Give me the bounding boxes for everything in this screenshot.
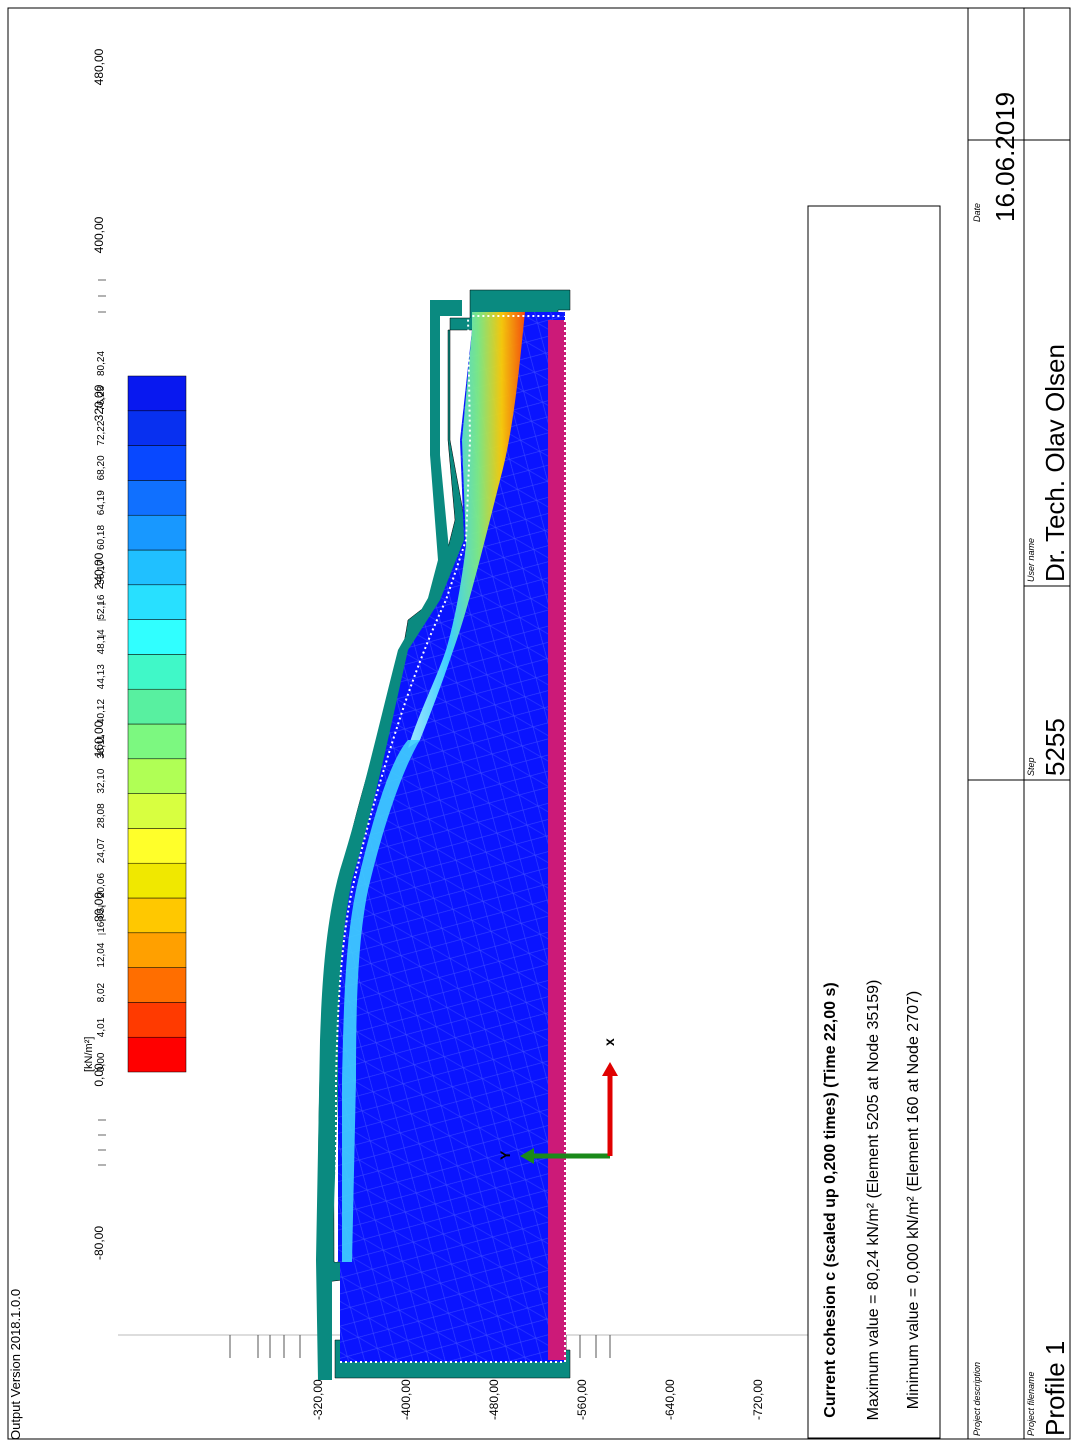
legend-value: 60,18 <box>96 525 107 550</box>
legend-value: 16,05 <box>96 907 107 932</box>
legend-value: 52,16 <box>96 594 107 619</box>
legend-swatch <box>127 723 187 760</box>
x-axis-ticks: -80,00 0,00 80,00 160,00 240,00 320,00 400,00 4… <box>92 48 106 1260</box>
legend-swatch <box>127 758 187 794</box>
legend-value: 56,17 <box>96 559 107 584</box>
project-filename: Profile 1 <box>1040 1341 1070 1436</box>
project-description-label: Project description <box>972 1362 982 1436</box>
legend-value: 20,06 <box>96 873 107 898</box>
title-block: Project description Project filename Pro… <box>967 7 1070 1439</box>
x-tick-label: 80,00 <box>92 892 106 922</box>
legend-value: 24,07 <box>96 838 107 863</box>
project-filename-label: Project filename <box>1026 1371 1036 1436</box>
legend-color-bar <box>127 375 187 1073</box>
legend-value: 80,24 <box>96 351 107 376</box>
max-value-line: Maximum value = 80,24 kN/m² (Element 520… <box>865 980 882 1421</box>
legend-swatch <box>127 932 187 968</box>
y-tick-label: -400,00 <box>399 1379 413 1420</box>
legend-swatch <box>127 514 187 551</box>
x-tick-label: -80,00 <box>92 1226 106 1260</box>
x-tick-label: 0,00 <box>92 1063 106 1087</box>
legend-value: 48,14 <box>96 629 107 654</box>
base-boundary <box>548 320 566 1360</box>
legend-swatch <box>127 619 187 655</box>
legend-swatch <box>127 862 187 899</box>
legend-value: 8,02 <box>96 982 107 1002</box>
step-label: Step <box>1026 757 1036 776</box>
version-label: Output Version 2018.1.0.0 <box>8 1289 23 1440</box>
legend-value: 72,22 <box>96 420 107 445</box>
sheet-border <box>7 7 1071 1440</box>
y-axis-label: Y <box>497 1150 513 1160</box>
axes-indicator: Y x <box>497 1038 618 1164</box>
legend-value: 4,01 <box>96 1017 107 1037</box>
surface-interface <box>335 315 566 1363</box>
date-label: Date <box>972 203 982 222</box>
legend-swatch <box>127 1036 187 1073</box>
color-legend: 80,24 76,23 72,22 68,20 64,19 60,18 56,17 52,16… <box>83 351 187 1073</box>
y-tick-label: -480,00 <box>487 1379 501 1420</box>
legend-unit: [kN/m²] <box>83 1037 95 1072</box>
legend-swatch <box>127 793 187 829</box>
legend-value: 0,00 <box>96 1052 107 1072</box>
x-tick-label: 160,00 <box>92 720 106 757</box>
legend-value: 64,19 <box>96 490 107 515</box>
legend-swatch <box>127 584 187 620</box>
date-value: 16.06.2019 <box>990 92 1020 222</box>
legend-value: 68,20 <box>96 455 107 480</box>
legend-swatch <box>127 897 187 934</box>
cohesion-contour-band <box>342 740 420 1262</box>
info-box <box>807 205 941 1439</box>
legend-value: 12,04 <box>96 942 107 967</box>
user-name-label: User name <box>1026 538 1036 582</box>
legend-value: 32,10 <box>96 768 107 793</box>
legend-swatch <box>127 410 187 446</box>
legend-swatch <box>127 445 187 481</box>
legend-swatch <box>127 549 187 586</box>
x-tick-label: 480,00 <box>92 48 106 85</box>
legend-swatch <box>127 654 187 690</box>
user-name: Dr. Tech. Olav Olsen <box>1040 344 1070 582</box>
legend-swatch <box>127 688 187 725</box>
x-tick-label: 320,00 <box>92 384 106 421</box>
x-tick-label: 400,00 <box>92 216 106 253</box>
legend-swatch <box>127 375 187 412</box>
model-plot: -80,00 0,00 80,00 160,00 240,00 320,00 400,00 4… <box>92 48 808 1420</box>
legend-value: 40,12 <box>96 699 107 724</box>
legend-value: 44,13 <box>96 664 107 689</box>
x-axis-label: x <box>601 1038 617 1046</box>
x-tick-label: 240,00 <box>92 552 106 589</box>
legend-value: 36,11 <box>96 734 107 759</box>
legend-value: 28,08 <box>96 803 107 828</box>
y-tick-label: -720,00 <box>751 1379 765 1420</box>
y-axis-ticks: -320,00 -400,00 -480,00 -560,00 -640,00 -720,… <box>118 1334 808 1420</box>
y-tick-label: -560,00 <box>575 1379 589 1420</box>
legend-values: 80,24 76,23 72,22 68,20 64,19 60,18 56,17 52,16… <box>96 351 107 1072</box>
legend-swatch <box>127 480 187 516</box>
result-title: Current cohesion c (scaled up 0,200 time… <box>822 982 839 1417</box>
soil-mesh-domain <box>338 312 565 1362</box>
y-tick-label: -320,00 <box>311 1379 325 1420</box>
y-tick-label: -640,00 <box>663 1379 677 1420</box>
legend-swatch <box>127 967 187 1003</box>
step-value: 5255 <box>1040 718 1070 776</box>
crust-layer <box>316 300 462 1380</box>
legend-value: 76,23 <box>96 385 107 410</box>
min-value-line: Minimum value = 0,000 kN/m² (Element 160… <box>905 991 922 1409</box>
legend-swatch <box>127 1002 187 1038</box>
legend-swatch <box>127 828 187 864</box>
